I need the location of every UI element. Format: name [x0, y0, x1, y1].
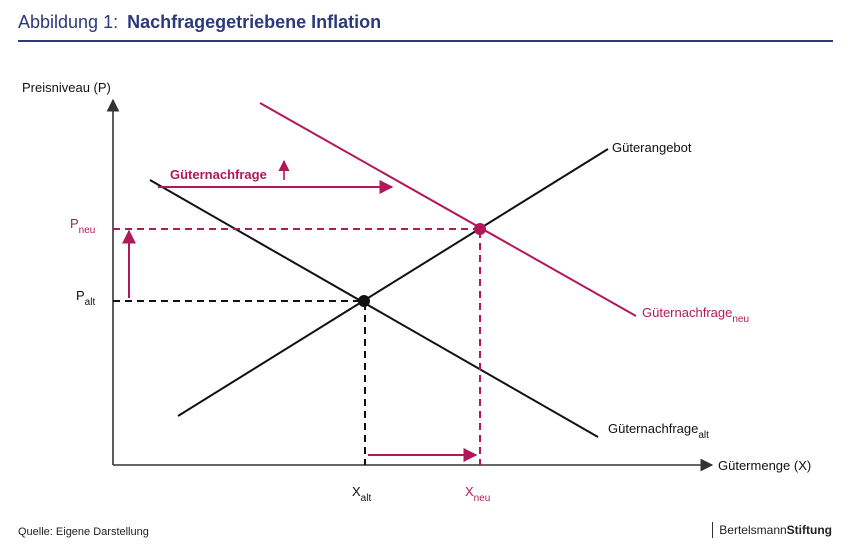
- x-new-label: Xneu: [465, 484, 490, 504]
- brand-logo: BertelsmannStiftung: [712, 522, 832, 538]
- supply-curve: [177, 148, 609, 417]
- p-old-label: Palt: [76, 288, 95, 308]
- y-axis-label: Preisniveau (P): [22, 80, 111, 95]
- demand-old-label: Güternachfragealt: [608, 421, 709, 441]
- brand-name-light: Bertelsmann: [719, 523, 787, 537]
- equilibrium-new-point: [474, 223, 486, 235]
- header-rule: [18, 40, 833, 42]
- x-axis-label: Gütermenge (X): [718, 458, 811, 473]
- supply-curve-label: Güterangebot: [612, 140, 692, 155]
- figure-header: Abbildung 1: Nachfragegetriebene Inflati…: [18, 12, 381, 33]
- p-new-label: Pneu: [70, 216, 95, 236]
- demand-new-label: Güternachfrageneu: [642, 305, 749, 325]
- figure-title: Nachfragegetriebene Inflation: [127, 12, 382, 32]
- figure-number: Abbildung 1:: [18, 12, 119, 32]
- demand-curve-old: [149, 179, 599, 438]
- x-old-label: Xalt: [352, 484, 371, 504]
- demand-shift-label: Güternachfrage: [170, 167, 267, 182]
- equilibrium-old-point: [358, 295, 370, 307]
- brand-name-bold: Stiftung: [786, 523, 832, 537]
- source-note: Quelle: Eigene Darstellung: [18, 526, 149, 538]
- demand-curve-new: [259, 102, 637, 317]
